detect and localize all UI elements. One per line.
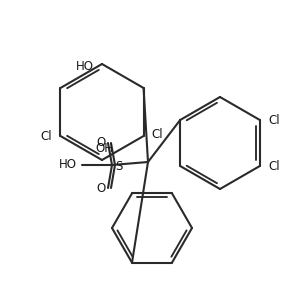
Text: HO: HO	[76, 60, 94, 72]
Text: Cl: Cl	[268, 115, 280, 127]
Text: S: S	[115, 160, 123, 172]
Text: O: O	[96, 182, 106, 195]
Text: Cl: Cl	[152, 127, 164, 140]
Text: Cl: Cl	[268, 161, 280, 174]
Text: HO: HO	[59, 158, 77, 171]
Text: O: O	[96, 136, 106, 148]
Text: OH: OH	[95, 141, 113, 154]
Text: Cl: Cl	[40, 130, 52, 143]
